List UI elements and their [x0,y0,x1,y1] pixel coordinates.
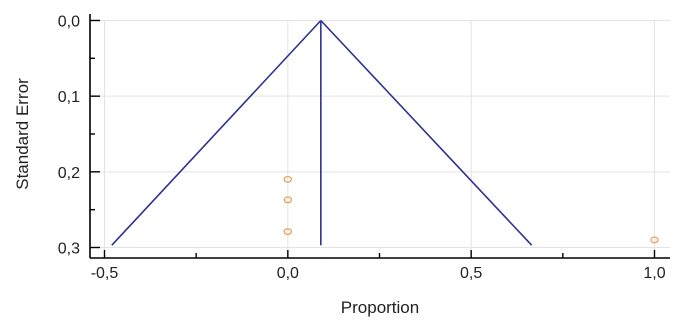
funnel-right-line [320,19,533,246]
x-tick-label-2: 0,5 [460,265,482,282]
y-tick-label-3: 0,3 [58,241,80,258]
x-tick-label-0: -0,5 [91,265,119,282]
y-tick-label-0: 0,0 [58,14,80,31]
funnel-left-line [111,19,322,246]
tick-labels: 0,0 0,1 0,2 0,3 -0,5 0,0 0,5 1,0 [58,14,666,283]
y-axis-label: Standard Error [13,78,32,190]
y-tick-label-2: 0,2 [58,165,80,182]
grid [90,20,670,258]
axes [89,14,670,259]
x-axis-label: Proportion [341,298,419,317]
x-tick-label-3: 1,0 [643,265,665,282]
study-point-2 [283,228,293,236]
series [111,19,659,246]
study-point-1 [283,196,293,204]
study-point-3 [650,236,659,244]
x-tick-label-1: 0,0 [277,265,299,282]
study-point-0 [283,175,293,183]
y-tick-label-1: 0,1 [58,89,80,106]
